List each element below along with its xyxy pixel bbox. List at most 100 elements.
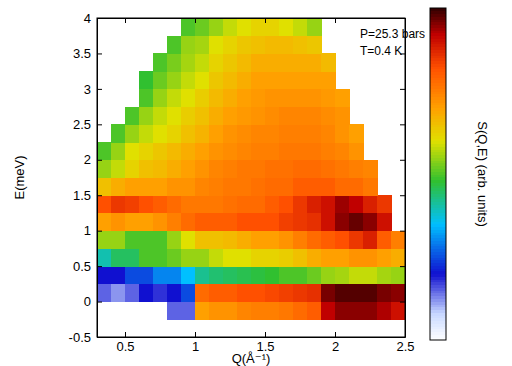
heat-cell — [139, 160, 154, 178]
heat-cell — [251, 213, 266, 231]
heat-cell — [223, 71, 238, 89]
heat-cell — [181, 124, 196, 142]
heat-cell — [167, 53, 182, 71]
heat-cell — [237, 71, 252, 89]
heat-cell — [335, 302, 350, 320]
heat-cell — [321, 160, 336, 178]
heat-cell — [349, 231, 364, 249]
y-tick-mark — [97, 160, 102, 161]
heat-cell — [209, 231, 224, 249]
y-tick-mark — [97, 53, 102, 54]
annotation: P=25.3 bars — [360, 27, 425, 41]
heat-cell — [307, 53, 322, 71]
heat-cell — [293, 231, 308, 249]
heat-cell — [125, 107, 140, 125]
heat-cell — [265, 142, 280, 160]
heat-cell — [377, 248, 392, 266]
heat-cell — [377, 231, 392, 249]
y-tick-mark — [97, 266, 102, 267]
heat-cell — [293, 53, 308, 71]
heat-cell — [307, 213, 322, 231]
heat-cell — [265, 302, 280, 320]
heat-cell — [181, 302, 196, 320]
heat-cell — [279, 36, 294, 54]
heat-cell — [349, 142, 364, 160]
heat-cell — [307, 124, 322, 142]
heat-cell — [391, 302, 405, 320]
y-tick — [400, 89, 405, 90]
heat-cell — [293, 248, 308, 266]
heat-cell — [251, 302, 266, 320]
heat-cell — [265, 124, 280, 142]
heat-cell — [223, 18, 238, 36]
heat-cell — [349, 284, 364, 302]
heat-cell — [251, 284, 266, 302]
heat-cell — [265, 160, 280, 178]
heat-cell — [209, 71, 224, 89]
heat-cell — [265, 195, 280, 213]
heat-cell — [167, 142, 182, 160]
heat-cell — [97, 284, 112, 302]
y-tick: 0 — [84, 294, 102, 309]
heat-cell — [251, 124, 266, 142]
heat-cell — [195, 142, 210, 160]
heat-cell — [209, 248, 224, 266]
heat-cell — [139, 195, 154, 213]
y-tick-label: 0 — [84, 294, 91, 309]
x-tick-mark — [265, 18, 266, 23]
heat-cell — [335, 124, 350, 142]
heat-cell — [209, 124, 224, 142]
heat-cell — [279, 302, 294, 320]
heat-cell — [251, 89, 266, 107]
heat-cell — [195, 302, 210, 320]
heat-cell — [181, 160, 196, 178]
heat-cell — [321, 71, 336, 89]
heat-cell — [181, 107, 196, 125]
y-tick-mark — [400, 231, 405, 232]
heat-cell — [251, 142, 266, 160]
heat-cell — [167, 160, 182, 178]
heat-cell — [335, 178, 350, 196]
heat-cell — [181, 195, 196, 213]
heat-cell — [181, 266, 196, 284]
heat-cell — [307, 284, 322, 302]
heat-cell — [335, 213, 350, 231]
heat-cell — [195, 89, 210, 107]
plot-frame — [97, 18, 405, 337]
heat-cell — [335, 142, 350, 160]
heat-cell — [167, 231, 182, 249]
heat-cell — [153, 195, 168, 213]
x-tick-mark — [335, 18, 336, 23]
heat-cell — [265, 18, 280, 36]
heat-cell — [279, 160, 294, 178]
heat-cell — [125, 160, 140, 178]
heat-cell — [307, 248, 322, 266]
heat-cell — [335, 231, 350, 249]
heat-cell — [293, 302, 308, 320]
heat-cell — [279, 53, 294, 71]
heat-cell — [139, 71, 154, 89]
heat-cell — [321, 195, 336, 213]
heat-cell — [111, 160, 126, 178]
y-tick-label: 1.5 — [73, 188, 91, 203]
heat-cell — [167, 107, 182, 125]
y-tick-mark — [400, 89, 405, 90]
heat-cell — [335, 248, 350, 266]
x-tick: 0.5 — [116, 332, 134, 354]
x-tick-label: 2.5 — [396, 339, 414, 354]
heat-cell — [251, 160, 266, 178]
heat-cell — [307, 231, 322, 249]
y-tick: 3.5 — [73, 46, 102, 61]
heat-cell — [209, 36, 224, 54]
heat-cell — [251, 53, 266, 71]
heat-cell — [139, 178, 154, 196]
heat-cell — [139, 231, 154, 249]
x-axis — [98, 18, 406, 23]
heat-cell — [223, 248, 238, 266]
heat-cell — [195, 231, 210, 249]
heat-cell — [237, 160, 252, 178]
x-tick — [265, 18, 266, 23]
heat-cell — [321, 248, 336, 266]
heat-cell — [223, 266, 238, 284]
y-tick-mark — [97, 231, 102, 232]
